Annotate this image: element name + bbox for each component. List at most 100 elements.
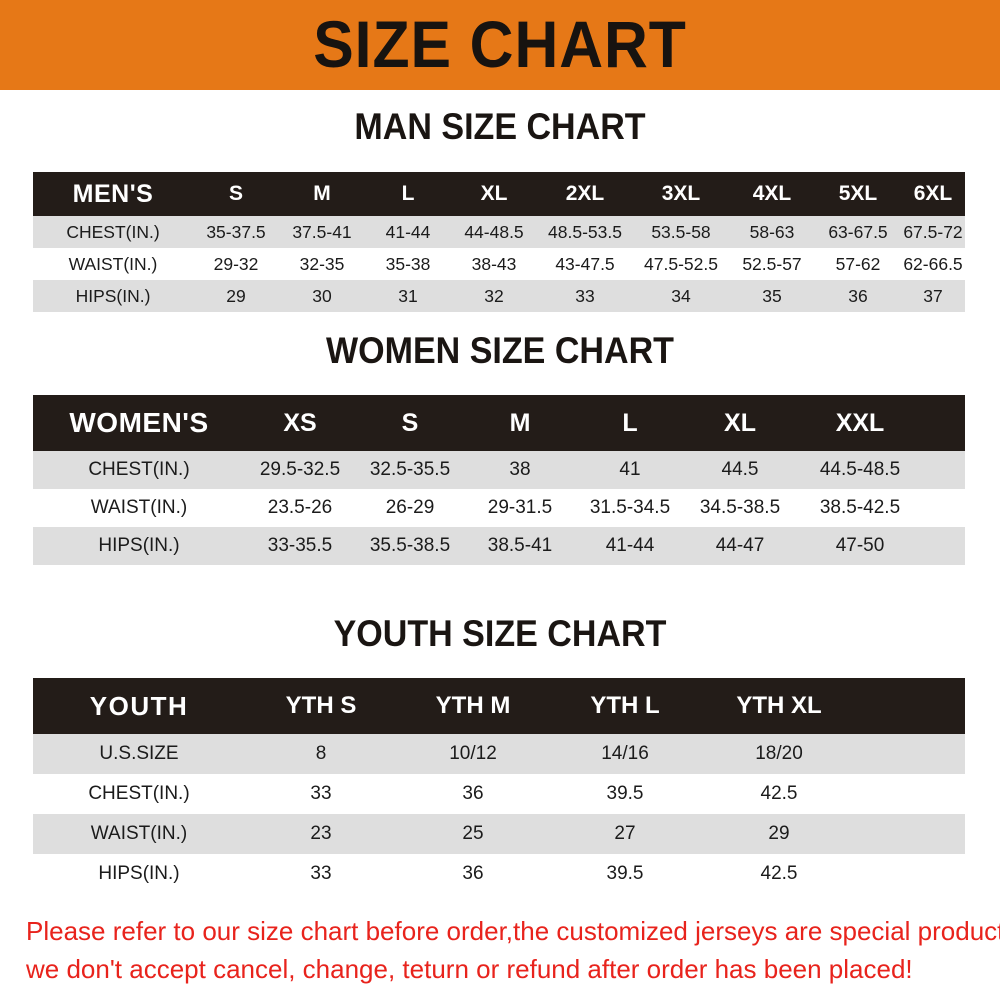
table-cell: 38.5-41 xyxy=(487,535,553,556)
table-row: CHEST(IN.) 29.5-32.5 32.5-35.5 38 41 44.… xyxy=(33,451,965,489)
table-header-row: WOMEN'S XS S M L XL XXL xyxy=(33,395,965,451)
table-cell: 53.5-58 xyxy=(651,221,711,242)
column-header: M xyxy=(509,408,531,437)
table-header-row: YOUTH YTH S YTH M YTH L YTH XL xyxy=(33,678,965,734)
row-label: WAIST(IN.) xyxy=(90,823,188,844)
table-cell: 52.5-57 xyxy=(742,253,802,274)
column-header: XL xyxy=(724,408,756,437)
table-cell: 38 xyxy=(509,459,531,480)
table-cell: 47-50 xyxy=(835,535,885,556)
table-cell-empty xyxy=(857,774,965,814)
corner-label-men: MEN'S xyxy=(72,179,154,208)
table-cell: 31.5-34.5 xyxy=(589,497,671,518)
table-cell: 34.5-38.5 xyxy=(699,497,781,518)
table-cell: 62-66.5 xyxy=(903,253,963,274)
table-cell-empty xyxy=(857,814,965,854)
table-cell: 23 xyxy=(310,823,332,844)
table-cell: 33 xyxy=(310,863,332,884)
footer-disclaimer: Please refer to our size chart before or… xyxy=(26,912,1000,988)
column-header: YTH L xyxy=(590,692,660,719)
page-title: SIZE CHART xyxy=(313,7,687,81)
table-cell: 35.5-38.5 xyxy=(369,535,451,556)
table-cell: 25 xyxy=(462,823,484,844)
table-cell: 44-47 xyxy=(715,535,765,556)
table-row: CHEST(IN.) 33 36 39.5 42.5 xyxy=(33,774,965,814)
table-row: HIPS(IN.) 33-35.5 35.5-38.5 38.5-41 41-4… xyxy=(33,527,965,565)
table-cell: 44-48.5 xyxy=(464,221,524,242)
column-header: YTH M xyxy=(435,692,511,719)
table-cell: 14/16 xyxy=(601,743,649,764)
table-cell: 29 xyxy=(226,285,246,306)
table-cell: 58-63 xyxy=(749,221,795,242)
column-header: M xyxy=(313,182,331,205)
table-row: WAIST(IN.) 29-32 32-35 35-38 38-43 43-47… xyxy=(33,248,965,280)
table-cell: 35-37.5 xyxy=(206,221,266,242)
table-cell: 47.5-52.5 xyxy=(644,253,718,274)
table-cell: 42.5 xyxy=(760,863,798,884)
column-header-empty xyxy=(925,395,965,451)
column-header: L xyxy=(622,408,638,437)
women-size-table: WOMEN'S XS S M L XL XXL CHEST(IN.) 29.5-… xyxy=(33,395,965,565)
table-cell: 29 xyxy=(768,823,790,844)
table-cell: 63-67.5 xyxy=(828,221,888,242)
table-cell: 36 xyxy=(462,863,484,884)
column-header: 6XL xyxy=(913,182,953,205)
table-cell: 10/12 xyxy=(449,743,497,764)
row-label: CHEST(IN.) xyxy=(88,459,190,480)
table-cell: 32.5-35.5 xyxy=(369,459,451,480)
table-cell: 44.5-48.5 xyxy=(819,459,901,480)
column-header: 3XL xyxy=(661,182,701,205)
table-cell: 8 xyxy=(315,743,327,764)
table-row: U.S.SIZE 8 10/12 14/16 18/20 xyxy=(33,734,965,774)
table-cell: 36 xyxy=(848,285,868,306)
row-label: HIPS(IN.) xyxy=(75,285,151,306)
column-header: L xyxy=(401,182,415,205)
section-title-women: WOMEN SIZE CHART xyxy=(326,330,674,371)
table-cell: 34 xyxy=(671,285,691,306)
youth-size-table: YOUTH YTH S YTH M YTH L YTH XL U.S.SIZE … xyxy=(33,678,965,894)
column-header: XL xyxy=(480,182,508,205)
table-cell: 32-35 xyxy=(299,253,345,274)
table-cell-empty xyxy=(857,854,965,894)
column-header: S xyxy=(401,408,419,437)
men-size-table: MEN'S S M L XL 2XL 3XL 4XL 5XL 6XL CHEST… xyxy=(33,172,965,312)
column-header: XXL xyxy=(835,408,885,437)
column-header-empty xyxy=(857,678,965,734)
banner: SIZE CHART xyxy=(0,0,1000,90)
footer-line-1: Please refer to our size chart before or… xyxy=(26,916,1000,946)
table-cell: 57-62 xyxy=(835,253,881,274)
table-row: HIPS(IN.) 33 36 39.5 42.5 xyxy=(33,854,965,894)
table-cell: 41-44 xyxy=(385,221,431,242)
row-label: HIPS(IN.) xyxy=(98,535,180,556)
table-cell: 48.5-53.5 xyxy=(548,221,622,242)
table-cell: 33 xyxy=(575,285,595,306)
table-cell: 26-29 xyxy=(385,497,435,518)
table-cell: 31 xyxy=(398,285,418,306)
row-label: WAIST(IN.) xyxy=(90,497,188,518)
table-cell: 18/20 xyxy=(755,743,803,764)
section-title-youth: YOUTH SIZE CHART xyxy=(333,613,667,654)
row-label: CHEST(IN.) xyxy=(66,221,160,242)
column-header: YTH XL xyxy=(736,692,822,719)
table-cell: 37.5-41 xyxy=(292,221,352,242)
table-cell: 41-44 xyxy=(605,535,655,556)
column-header: XS xyxy=(283,408,317,437)
table-cell-empty xyxy=(925,527,965,565)
column-header: 2XL xyxy=(565,182,605,205)
table-cell: 35-38 xyxy=(385,253,431,274)
table-row: HIPS(IN.) 29 30 31 32 33 34 35 36 37 xyxy=(33,280,965,312)
row-label: U.S.SIZE xyxy=(99,743,179,764)
table-cell: 23.5-26 xyxy=(267,497,333,518)
column-header: YTH S xyxy=(285,692,357,719)
table-cell: 39.5 xyxy=(606,783,644,804)
table-cell-empty xyxy=(925,489,965,527)
corner-label-youth: YOUTH xyxy=(89,690,189,721)
table-header-row: MEN'S S M L XL 2XL 3XL 4XL 5XL 6XL xyxy=(33,172,965,216)
table-cell: 42.5 xyxy=(760,783,798,804)
row-label: CHEST(IN.) xyxy=(88,783,190,804)
table-cell: 32 xyxy=(484,285,504,306)
column-header: 5XL xyxy=(838,182,878,205)
table-cell: 27 xyxy=(614,823,636,844)
table-cell: 39.5 xyxy=(606,863,644,884)
